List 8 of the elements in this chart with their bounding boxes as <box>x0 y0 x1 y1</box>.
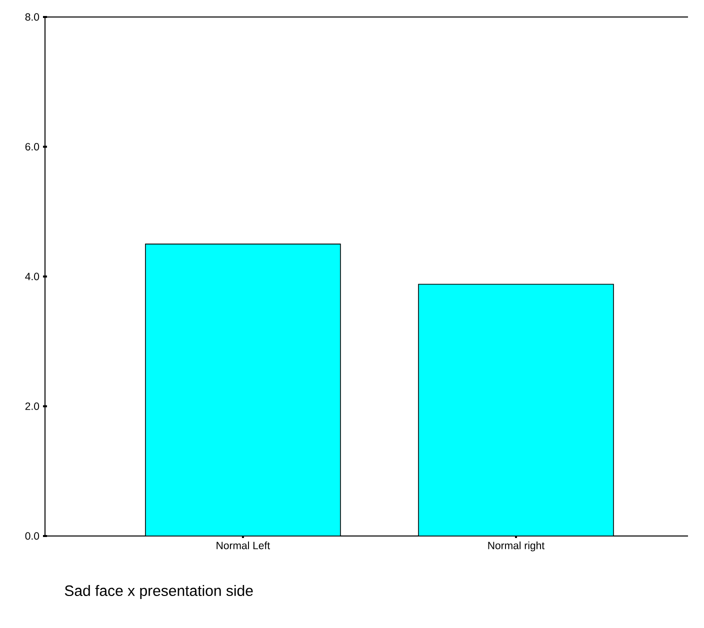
x-axis-title: Sad face x presentation side <box>64 585 253 599</box>
x-tick-label: Normal Left <box>216 542 270 550</box>
y-tick-label: 8.0 <box>25 13 40 21</box>
y-tick-label: 0.0 <box>25 532 40 540</box>
y-tick-label: 4.0 <box>25 272 40 280</box>
y-tick-label: 2.0 <box>25 402 40 410</box>
y-tick-label: 6.0 <box>25 143 40 150</box>
x-tick-label: Normal right <box>488 542 544 552</box>
